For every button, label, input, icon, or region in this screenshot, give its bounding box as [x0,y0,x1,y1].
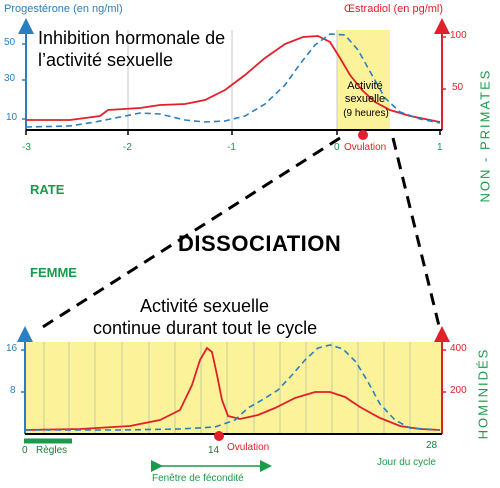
activity-hours: (9 heures) [343,108,389,119]
top-left-ticks [22,43,26,120]
top-chart [18,18,450,140]
bottom-right-tick-400: 400 [450,343,467,354]
bottom-text-line1: Activité sexuelle [140,296,270,316]
top-title-line1: Inhibition hormonale de [38,28,226,48]
top-right-tick-100: 100 [450,30,467,41]
regles-label: Règles [36,445,68,456]
estradiol-axis-label: Œstradiol (en pg/ml) [344,3,444,15]
bottom-x-tick-14: 14 [208,445,220,456]
top-title-line2: l’activité sexuelle [38,50,174,70]
bottom-left-tick-8: 8 [10,385,16,396]
bottom-x-tick-28: 28 [426,440,438,451]
top-left-tick-50: 50 [4,37,16,48]
rate-label: RATE [30,182,65,197]
bottom-right-tick-200: 200 [450,385,467,396]
top-highlight-zone [337,30,390,130]
top-estradiol-curve [26,35,441,123]
jour-du-cycle-label: Jour du cycle [377,457,436,468]
activity-label-line2: sexuelle [344,93,386,105]
activity-label-line1: Activité [347,80,383,92]
bottom-ovulation-label: Ovulation [227,442,270,453]
bottom-estradiol-curve [24,346,441,431]
top-left-tick-10: 10 [6,112,18,123]
bottom-text-line2: continue durant tout le cycle [93,318,318,338]
bottom-left-ticks [21,349,25,393]
top-x-tick-1: 1 [437,142,443,153]
top-ovulation-dot [358,130,368,140]
bottom-right-ticks [442,349,446,393]
top-x-ticks [25,130,441,135]
bottom-chart [17,326,450,472]
top-progesterone-curve [25,33,441,128]
bottom-progesterone-curve [25,344,441,431]
bottom-x-tick-0: 0 [22,445,28,456]
bottom-gridlines [43,342,411,434]
bottom-ovulation-dot [214,431,224,441]
nonprimates-vertical-label: NON - PRIMATES [477,68,493,203]
progesterone-axis-label: Progestérone (en ng/ml) [4,3,123,15]
top-x-tick-minus1: -1 [227,142,236,153]
dissociation-title: DISSOCIATION [178,231,342,256]
hominides-vertical-label: HOMINIDÉS [475,347,491,440]
top-x-tick-0: 0 [334,142,340,153]
bottom-highlight-zone [25,342,442,434]
femme-label: FEMME [30,265,77,280]
top-right-tick-50: 50 [452,82,464,93]
bottom-left-tick-16: 16 [6,343,18,354]
fenetre-label: Fenêtre de fécondité [152,473,244,484]
top-ovulation-label: Ovulation [344,142,387,153]
top-x-tick-minus3: -3 [22,142,31,153]
top-x-tick-minus2: -2 [123,142,132,153]
top-gridlines [127,30,338,130]
connector-lines [37,136,442,332]
top-left-tick-30: 30 [4,73,16,84]
top-right-ticks [442,36,446,90]
